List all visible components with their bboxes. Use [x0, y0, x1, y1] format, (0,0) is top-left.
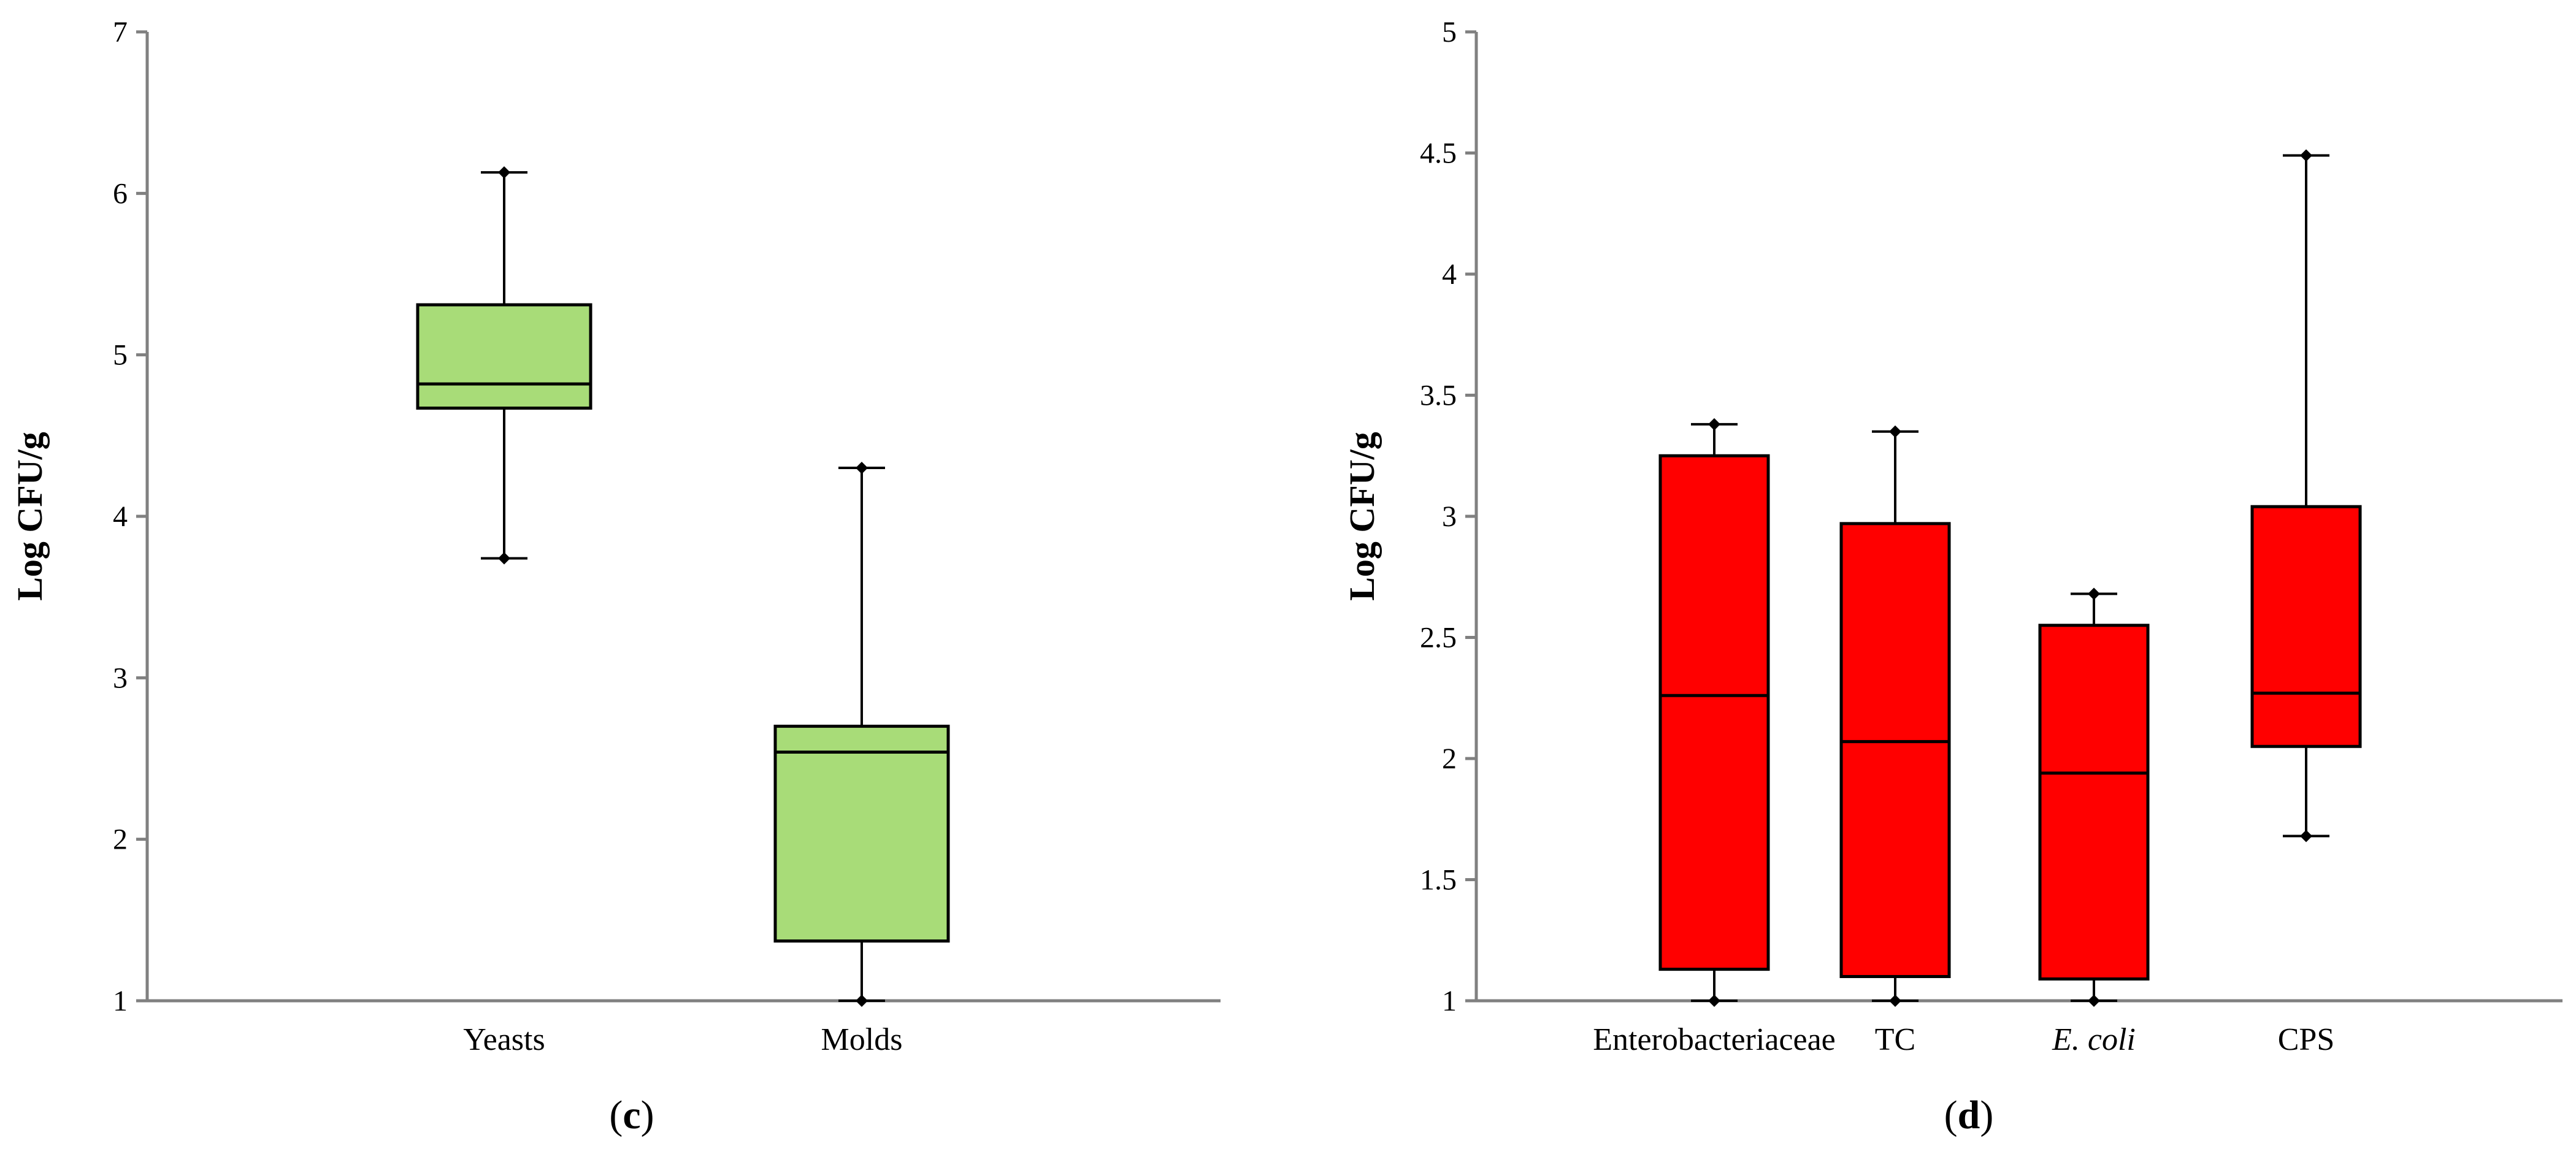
iqr-box: [1658, 454, 1770, 971]
iqr-box: [2038, 624, 2150, 981]
y-axis-title: Log CFU/g: [1342, 432, 1382, 601]
y-tick-label: 1.5: [1420, 864, 1457, 897]
y-tick-label: 4: [113, 500, 128, 533]
min-marker: [498, 552, 510, 565]
max-marker: [498, 166, 510, 179]
box-plot-tc: [1839, 425, 1951, 1007]
max-marker: [856, 462, 868, 474]
x-category-label-yeasts: Yeasts: [463, 1022, 545, 1057]
min-marker: [2088, 995, 2100, 1007]
y-tick-label: 3: [113, 662, 128, 694]
panel-d-chart: 1 1.5 2 2.5 3 3.5 4 4.5 5 Log CFU/g Enterobacteria…: [1342, 16, 2563, 1138]
panel-label: (c): [609, 1093, 654, 1138]
box-plot-e-coli: [2038, 587, 2150, 1007]
iqr-box: [1839, 522, 1951, 978]
box-plot-cps: [2250, 149, 2362, 843]
y-tick-label: 2: [113, 824, 128, 856]
y-tick-label: 4: [1442, 258, 1457, 291]
y-tick-label: 2: [1442, 743, 1457, 775]
min-marker: [2300, 830, 2312, 843]
x-category-label-e-coli: E. coli: [2052, 1022, 2136, 1057]
iqr-box: [416, 303, 592, 410]
x-category-label-enterobacteriaceae: Enterobacteriaceae: [1593, 1022, 1835, 1057]
y-tick-label: 7: [113, 16, 128, 48]
y-tick-label: 4.5: [1420, 137, 1457, 170]
max-marker: [1889, 425, 1901, 438]
panel-label: (d): [1944, 1093, 1994, 1138]
min-marker: [1889, 995, 1901, 1007]
y-tick-label: 3.5: [1420, 380, 1457, 412]
box-plot-yeasts: [416, 166, 592, 565]
max-marker: [1708, 418, 1720, 430]
iqr-box: [2250, 505, 2362, 748]
y-tick-label: 5: [113, 339, 128, 372]
y-tick-label: 1: [113, 985, 128, 1017]
y-axis-title: Log CFU/g: [10, 432, 50, 601]
y-tick-label: 3: [1442, 500, 1457, 533]
y-tick-label: 6: [113, 177, 128, 210]
min-marker: [1708, 995, 1720, 1007]
box-plot-molds: [773, 462, 950, 1007]
panel-c-chart: 1 2 3 4 5 6 7 Log CFU/g Yeasts Molds (c): [10, 16, 1221, 1138]
iqr-box: [773, 724, 950, 943]
x-category-label-tc: TC: [1875, 1022, 1915, 1057]
y-tick-label: 5: [1442, 16, 1457, 48]
box-plot-enterobacteriaceae: [1658, 418, 1770, 1007]
max-marker: [2300, 149, 2312, 162]
x-category-label-molds: Molds: [821, 1022, 903, 1057]
x-category-label-cps: CPS: [2278, 1022, 2335, 1057]
max-marker: [2088, 587, 2100, 600]
min-marker: [856, 995, 868, 1007]
y-tick-label: 2.5: [1420, 622, 1457, 654]
y-tick-label: 1: [1442, 985, 1457, 1017]
